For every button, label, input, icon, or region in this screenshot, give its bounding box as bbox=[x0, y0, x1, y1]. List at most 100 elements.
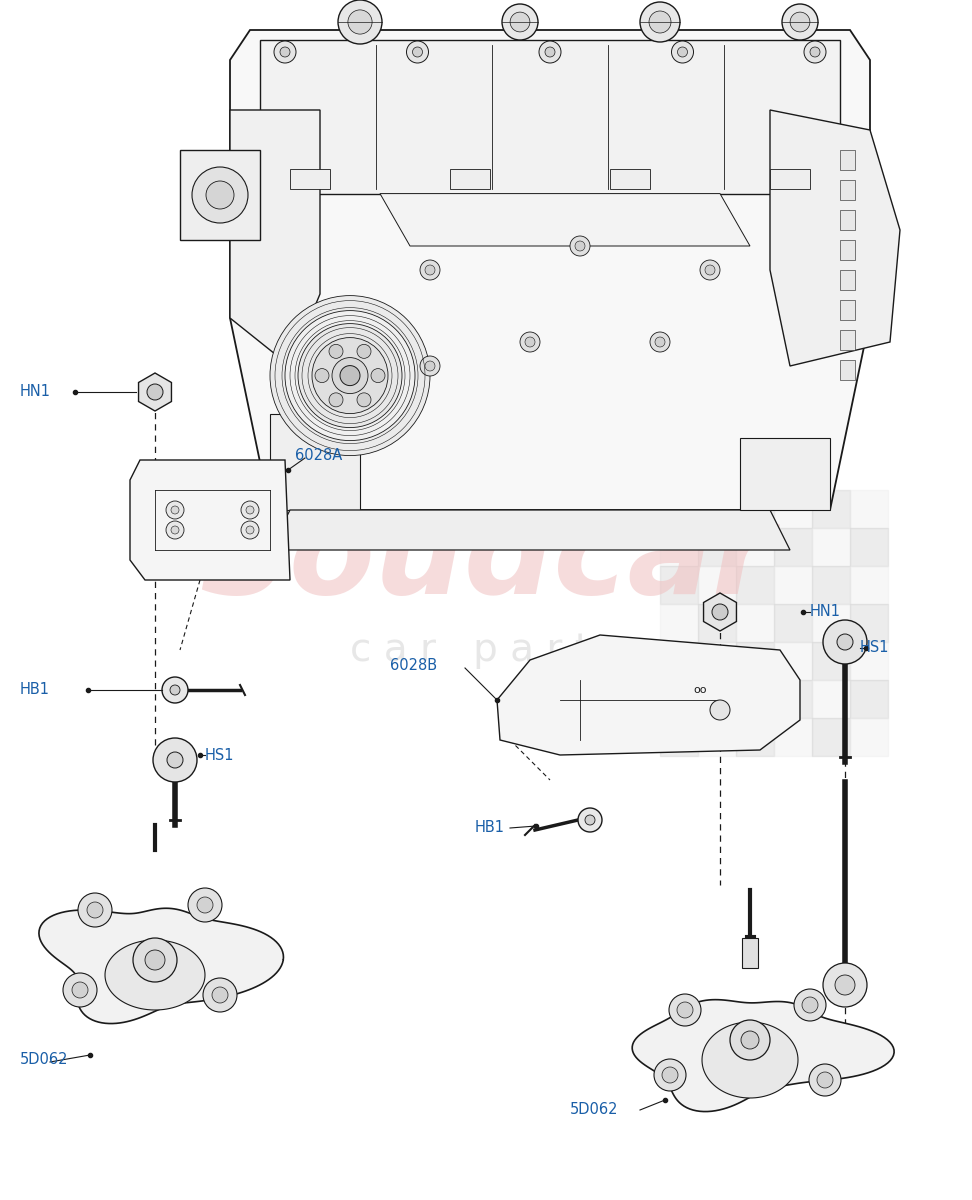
Circle shape bbox=[649, 11, 671, 32]
Text: 5D062: 5D062 bbox=[570, 1103, 618, 1117]
Bar bbox=[742, 938, 758, 968]
Circle shape bbox=[835, 974, 855, 995]
Circle shape bbox=[804, 41, 826, 62]
Circle shape bbox=[171, 506, 179, 514]
Circle shape bbox=[545, 47, 555, 56]
Bar bbox=[736, 680, 774, 718]
Circle shape bbox=[270, 295, 430, 456]
Circle shape bbox=[147, 384, 163, 400]
Bar bbox=[698, 566, 736, 604]
Bar bbox=[610, 168, 650, 188]
Polygon shape bbox=[704, 593, 737, 631]
Polygon shape bbox=[130, 460, 290, 580]
Bar bbox=[774, 642, 812, 680]
Circle shape bbox=[809, 1064, 841, 1096]
Circle shape bbox=[730, 1020, 770, 1060]
Circle shape bbox=[669, 994, 701, 1026]
Circle shape bbox=[357, 392, 371, 407]
Circle shape bbox=[246, 526, 254, 534]
Circle shape bbox=[817, 1072, 833, 1088]
Circle shape bbox=[246, 506, 254, 514]
Polygon shape bbox=[230, 30, 870, 510]
Circle shape bbox=[197, 898, 213, 913]
Circle shape bbox=[206, 181, 234, 209]
Polygon shape bbox=[740, 438, 830, 510]
Bar bbox=[450, 168, 490, 188]
Bar bbox=[812, 490, 850, 528]
Circle shape bbox=[340, 366, 360, 385]
Circle shape bbox=[87, 902, 103, 918]
Circle shape bbox=[357, 344, 371, 359]
Text: HN1: HN1 bbox=[810, 605, 841, 619]
Circle shape bbox=[241, 502, 259, 518]
Circle shape bbox=[677, 1002, 693, 1018]
Bar bbox=[698, 490, 736, 528]
Circle shape bbox=[285, 311, 415, 440]
Circle shape bbox=[585, 815, 595, 826]
Bar bbox=[770, 168, 810, 188]
Bar bbox=[774, 490, 812, 528]
Bar bbox=[736, 718, 774, 756]
Circle shape bbox=[654, 1058, 686, 1091]
Circle shape bbox=[332, 358, 368, 394]
Circle shape bbox=[170, 685, 180, 695]
Circle shape bbox=[162, 677, 188, 703]
Text: 6028B: 6028B bbox=[390, 658, 437, 672]
Bar bbox=[850, 718, 888, 756]
Bar bbox=[660, 490, 698, 528]
Bar bbox=[840, 360, 855, 380]
Circle shape bbox=[790, 12, 810, 32]
Circle shape bbox=[794, 989, 826, 1021]
Bar bbox=[840, 180, 855, 200]
Circle shape bbox=[171, 526, 179, 534]
Circle shape bbox=[672, 41, 693, 62]
Circle shape bbox=[153, 738, 197, 782]
Bar bbox=[840, 300, 855, 320]
Polygon shape bbox=[105, 940, 205, 1010]
Circle shape bbox=[203, 978, 237, 1012]
Circle shape bbox=[133, 938, 177, 982]
Circle shape bbox=[539, 41, 561, 62]
Circle shape bbox=[274, 41, 296, 62]
Circle shape bbox=[650, 332, 670, 352]
Circle shape bbox=[371, 368, 385, 383]
Circle shape bbox=[525, 337, 535, 347]
Circle shape bbox=[145, 950, 165, 970]
Circle shape bbox=[510, 12, 530, 32]
Text: HB1: HB1 bbox=[475, 821, 505, 835]
Bar bbox=[850, 642, 888, 680]
Circle shape bbox=[312, 337, 388, 414]
Circle shape bbox=[338, 0, 382, 44]
Circle shape bbox=[188, 888, 222, 922]
Circle shape bbox=[425, 265, 435, 275]
Bar bbox=[850, 566, 888, 604]
Circle shape bbox=[575, 241, 585, 251]
Circle shape bbox=[712, 604, 728, 620]
Bar bbox=[812, 528, 850, 566]
Bar bbox=[660, 566, 698, 604]
Circle shape bbox=[241, 521, 259, 539]
Circle shape bbox=[329, 392, 343, 407]
Bar bbox=[660, 528, 698, 566]
Bar bbox=[840, 330, 855, 350]
Bar bbox=[736, 566, 774, 604]
Bar bbox=[260, 40, 840, 193]
Circle shape bbox=[802, 997, 818, 1013]
Circle shape bbox=[212, 986, 228, 1003]
Circle shape bbox=[570, 236, 590, 256]
Circle shape bbox=[72, 982, 88, 998]
Polygon shape bbox=[632, 1000, 894, 1111]
Bar bbox=[736, 528, 774, 566]
Text: Soudcar: Soudcar bbox=[198, 499, 774, 620]
Bar bbox=[660, 604, 698, 642]
Bar bbox=[698, 642, 736, 680]
Text: HS1: HS1 bbox=[860, 641, 889, 655]
Circle shape bbox=[167, 752, 183, 768]
Circle shape bbox=[640, 2, 680, 42]
Bar bbox=[736, 604, 774, 642]
Bar bbox=[774, 566, 812, 604]
Bar bbox=[812, 680, 850, 718]
Circle shape bbox=[782, 4, 818, 40]
Text: HN1: HN1 bbox=[20, 384, 51, 400]
Bar bbox=[698, 680, 736, 718]
